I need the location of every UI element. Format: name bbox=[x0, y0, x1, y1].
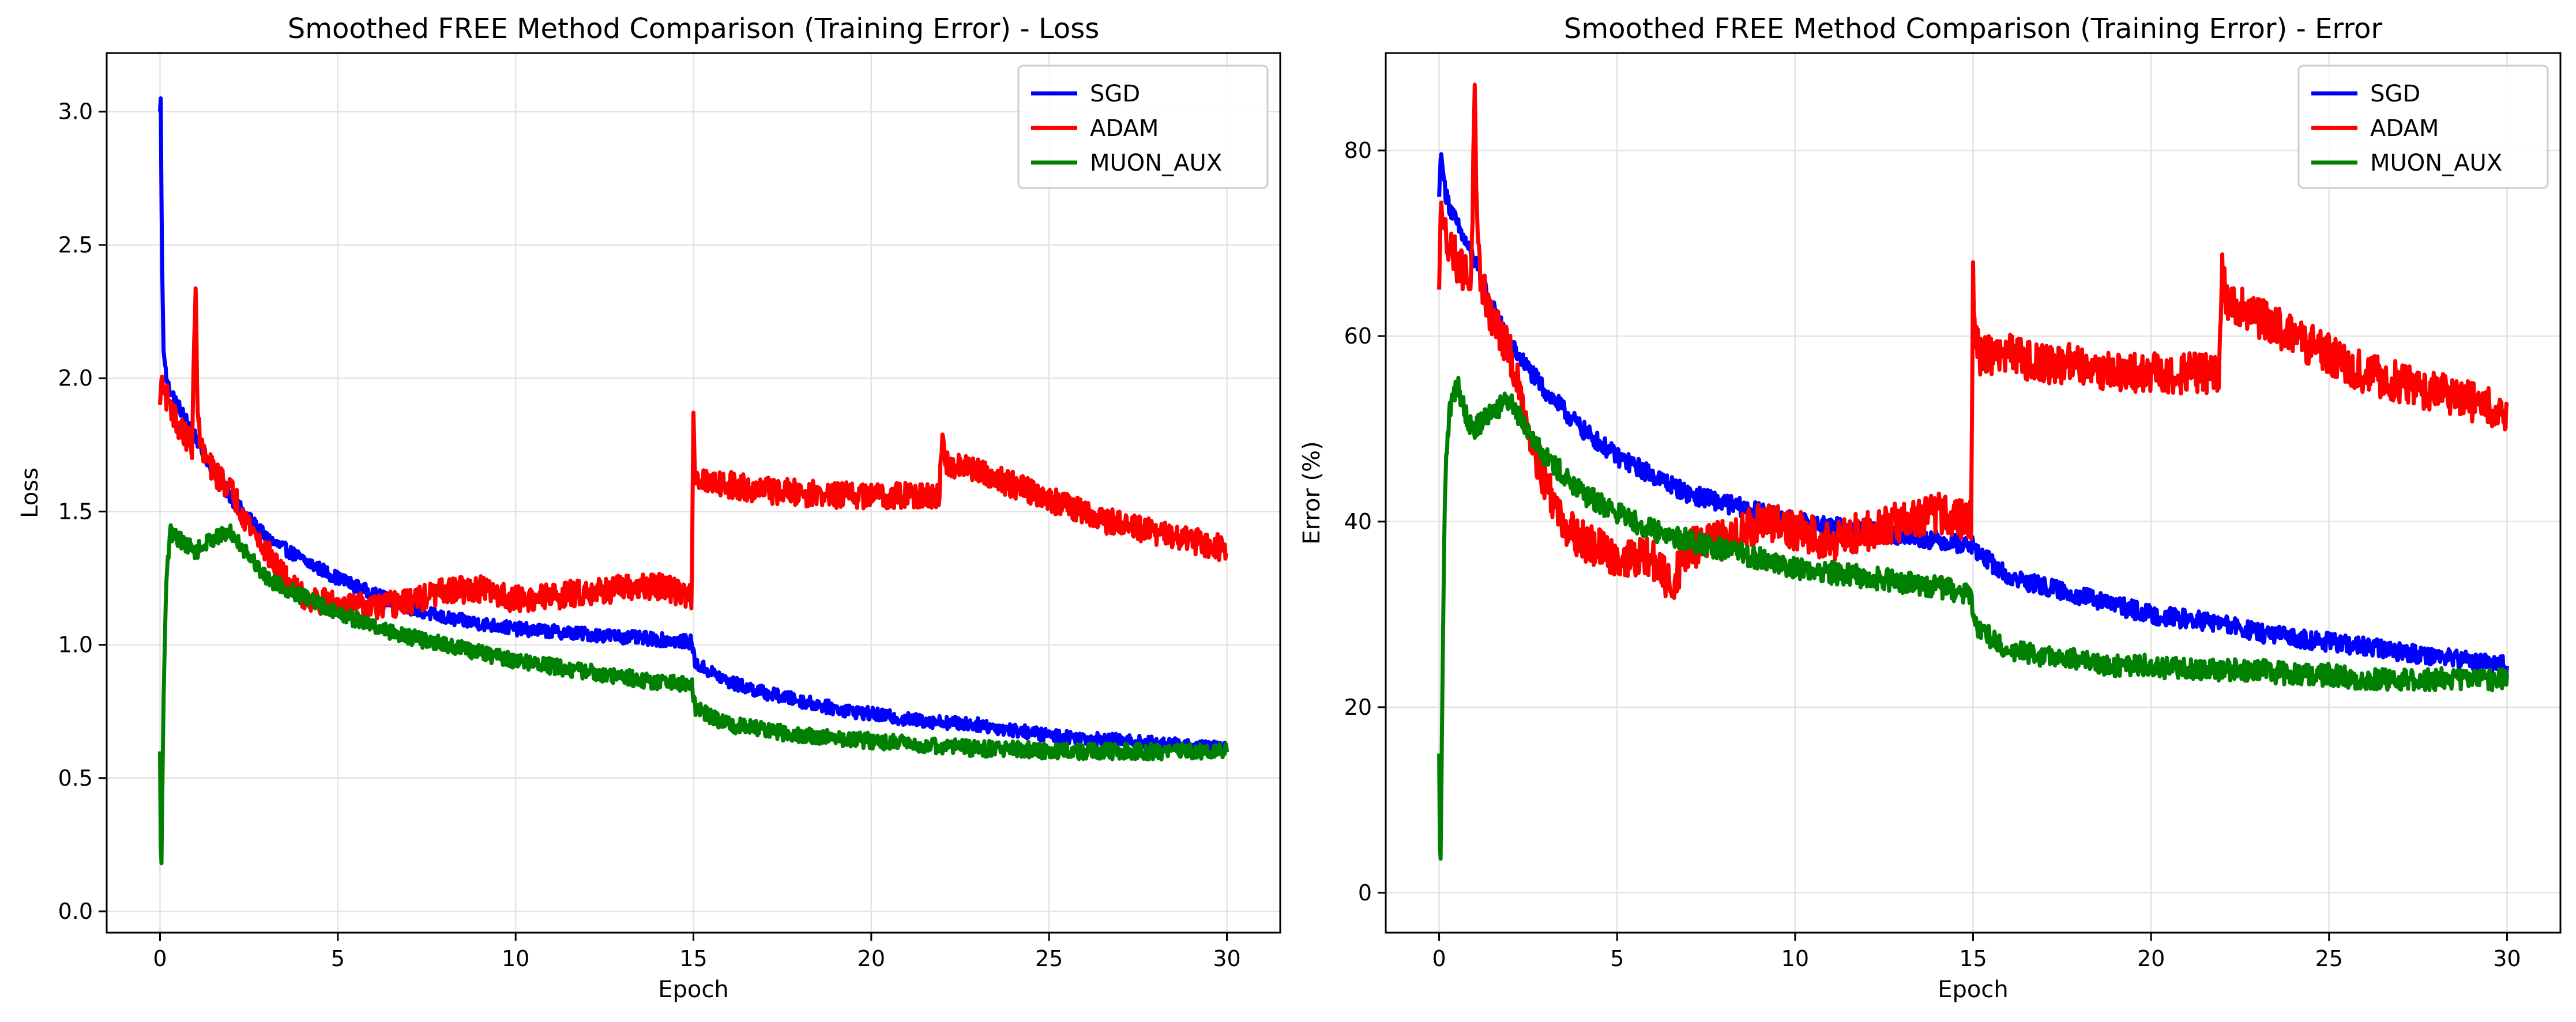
y-tick-label: 80 bbox=[1344, 138, 1372, 163]
series-line-muon_aux bbox=[158, 523, 1229, 866]
x-tick-label: 25 bbox=[2315, 946, 2343, 971]
y-tick-label: 1.0 bbox=[58, 632, 93, 658]
y-tick-label: 0.0 bbox=[58, 899, 93, 924]
x-tick-label: 25 bbox=[1035, 946, 1063, 971]
x-tick-label: 10 bbox=[502, 946, 529, 971]
x-tick-label: 5 bbox=[331, 946, 345, 971]
x-tick-label: 20 bbox=[2137, 946, 2165, 971]
x-axis-label: Epoch bbox=[658, 976, 728, 1003]
chart-panel-2: 0 5 10 15 20 25 30 0 20 40 60 80 Smoothed FREE Metho… bbox=[1299, 13, 2562, 1003]
legend-label: ADAM bbox=[1090, 115, 1159, 142]
y-tick-label: 20 bbox=[1344, 695, 1372, 720]
y-tick-label: 2.0 bbox=[58, 365, 93, 391]
y-tick-label: 40 bbox=[1344, 509, 1372, 534]
series-line-adam bbox=[1437, 82, 2509, 600]
chart-panel-1: 0 5 10 15 20 25 30 0.0 0.5 1.0 1.5 2.0 2.5 3.0 Smoothe… bbox=[17, 13, 1281, 1003]
legend: SGD ADAM MUON_AUX bbox=[1017, 65, 1269, 189]
x-tick-label: 0 bbox=[153, 946, 167, 971]
y-tick-label: 3.0 bbox=[58, 99, 93, 125]
legend-label: ADAM bbox=[2370, 115, 2439, 142]
legend-label: MUON_AUX bbox=[1090, 150, 1222, 176]
legend-label: MUON_AUX bbox=[2370, 150, 2502, 176]
x-tick-label: 30 bbox=[1213, 946, 1240, 971]
y-tick-label: 1.5 bbox=[58, 499, 93, 524]
chart-title: Smoothed FREE Method Comparison (Trainin… bbox=[1564, 13, 2382, 45]
legend-box bbox=[1017, 65, 1269, 189]
x-tick-label: 15 bbox=[679, 946, 707, 971]
x-tick-label: 10 bbox=[1781, 946, 1809, 971]
x-tick-label: 0 bbox=[1432, 946, 1446, 971]
x-tick-label: 20 bbox=[858, 946, 885, 971]
y-axis-label: Error (%) bbox=[1299, 441, 1325, 544]
y-axis-label: Loss bbox=[17, 467, 43, 518]
series-line-muon_aux bbox=[1437, 375, 2509, 861]
y-tick-label: 0.5 bbox=[58, 765, 93, 791]
legend-label: SGD bbox=[1090, 81, 1140, 107]
series-line-sgd bbox=[1437, 152, 2509, 676]
legend: SGD ADAM MUON_AUX bbox=[2297, 65, 2549, 189]
x-tick-label: 5 bbox=[1610, 946, 1624, 971]
x-tick-label: 30 bbox=[2493, 946, 2521, 971]
legend-label: SGD bbox=[2370, 81, 2420, 107]
series-line-sgd bbox=[158, 96, 1229, 757]
y-tick-label: 60 bbox=[1344, 323, 1372, 349]
y-tick-label: 0 bbox=[1358, 880, 1372, 906]
y-tick-label: 2.5 bbox=[58, 232, 93, 258]
chart-title: Smoothed FREE Method Comparison (Trainin… bbox=[288, 13, 1100, 45]
x-axis-label: Epoch bbox=[1938, 976, 2008, 1003]
x-tick-label: 15 bbox=[1959, 946, 1987, 971]
legend-box bbox=[2297, 65, 2549, 189]
